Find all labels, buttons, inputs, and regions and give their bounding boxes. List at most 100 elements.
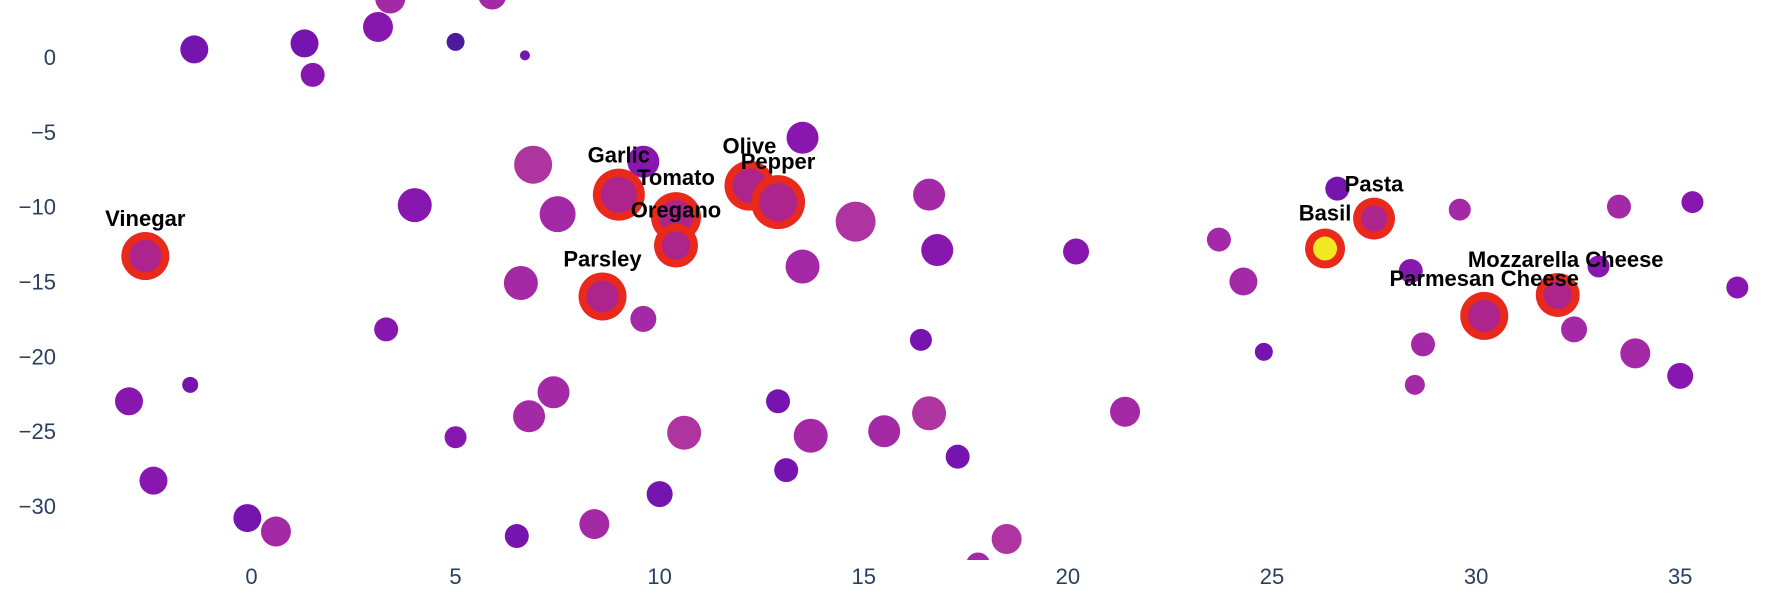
scatter-point: [630, 305, 657, 332]
scatter-point: [182, 376, 199, 393]
scatter-point: [233, 504, 262, 533]
highlighted-point: [586, 280, 619, 313]
scatter-point: [504, 524, 529, 549]
x-tick-label: 5: [449, 564, 461, 589]
point-label: Vinegar: [105, 206, 186, 231]
scatter-point: [793, 418, 828, 453]
x-tick-label: 30: [1464, 564, 1488, 589]
scatter-point: [1404, 374, 1425, 395]
point-label: Pasta: [1345, 172, 1404, 197]
x-tick-label: 25: [1260, 564, 1284, 589]
x-tick-label: 35: [1668, 564, 1692, 589]
scatter-point: [646, 481, 673, 508]
scatter-point: [1606, 194, 1631, 219]
scatter-point: [912, 396, 947, 431]
scatter-point: [503, 265, 538, 300]
scatter-point: [1325, 176, 1350, 201]
x-tick-label: 20: [1056, 564, 1080, 589]
highlighted-point: [600, 176, 637, 213]
scatter-point: [539, 196, 576, 233]
scatter-point: [513, 400, 546, 433]
x-tick-label: 0: [245, 564, 257, 589]
scatter-point: [1063, 238, 1090, 265]
y-axis-ticks: 0 −5 −10 −15 −20 −25 −30: [19, 45, 56, 519]
scatter-point: [1448, 198, 1471, 221]
scatter-point: [290, 29, 319, 58]
scatter-point: [1398, 259, 1423, 284]
scatter-point: [537, 376, 570, 409]
point-label: Pepper: [741, 149, 816, 174]
scatter-point: [139, 466, 168, 495]
scatter-point: [667, 415, 702, 450]
scatter-point: [1206, 227, 1231, 252]
scatter-point: [1681, 191, 1704, 214]
scatter-point: [300, 62, 325, 87]
scatter-point: [114, 387, 143, 416]
scatter-point: [913, 178, 946, 211]
scatter-point: [579, 509, 610, 540]
point-label: Mozzarella Cheese: [1468, 247, 1664, 272]
x-tick-label: 10: [647, 564, 671, 589]
scatter-point: [374, 317, 399, 342]
scatter-point: [1726, 276, 1749, 299]
scatter-point: [260, 516, 291, 547]
x-axis-ticks: 0 5 10 15 20 25 30 35: [245, 564, 1692, 589]
scatter-point: [785, 249, 820, 284]
highlighted-point: [1313, 236, 1338, 261]
scatter-point: [868, 415, 901, 448]
scatter-point: [446, 32, 465, 51]
scatter-point: [1620, 338, 1651, 369]
scatter-point: [786, 121, 819, 154]
highlighted-point: [1543, 280, 1572, 309]
scatter-point: [774, 458, 799, 483]
y-tick-label: −10: [19, 195, 56, 220]
scatter-point: [180, 35, 209, 64]
scatter-point: [1110, 396, 1141, 427]
highlighted-point: [1468, 299, 1501, 332]
highlighted-point: [1361, 205, 1388, 232]
scatter-point: [1254, 342, 1273, 361]
y-tick-label: −20: [19, 344, 56, 369]
scatter-point: [766, 389, 791, 414]
points-layer: [114, 0, 1749, 560]
scatter-point: [397, 188, 432, 223]
scatter-point: [921, 234, 954, 267]
x-tick-label: 15: [852, 564, 876, 589]
y-tick-label: −30: [19, 494, 56, 519]
scatter-point: [945, 444, 970, 469]
point-label: Olive: [723, 134, 777, 159]
y-tick-label: −15: [19, 269, 56, 294]
highlighted-points-layer: [121, 160, 1580, 340]
y-tick-label: −25: [19, 419, 56, 444]
highlighted-point: [759, 183, 798, 222]
scatter-point: [1667, 362, 1694, 389]
highlighted-point: [129, 240, 162, 273]
scatter-point: [835, 201, 876, 242]
y-tick-label: −5: [31, 120, 56, 145]
scatter-point: [362, 11, 393, 42]
scatter-point: [479, 0, 506, 10]
scatter-point: [375, 0, 406, 14]
highlighted-point: [661, 231, 690, 260]
scatter-point: [909, 328, 932, 351]
scatter-point: [1411, 332, 1436, 357]
scatter-point: [519, 50, 530, 61]
scatter-point: [1587, 255, 1610, 278]
point-label: Garlic: [588, 143, 650, 168]
point-label: Tomato: [637, 165, 715, 190]
scatter-point: [627, 145, 660, 178]
point-label: Basil: [1299, 201, 1352, 226]
scatter-point: [1229, 267, 1258, 296]
point-label: Oregano: [631, 198, 721, 223]
point-label: Parsley: [563, 246, 642, 271]
scatter-point: [444, 426, 467, 449]
scatter-point: [966, 552, 990, 560]
scatter-point: [514, 145, 553, 184]
scatter-point: [1561, 316, 1588, 343]
y-tick-label: 0: [44, 45, 56, 70]
scatter-point: [991, 524, 1022, 555]
point-label: Parmesan Cheese: [1389, 266, 1579, 291]
